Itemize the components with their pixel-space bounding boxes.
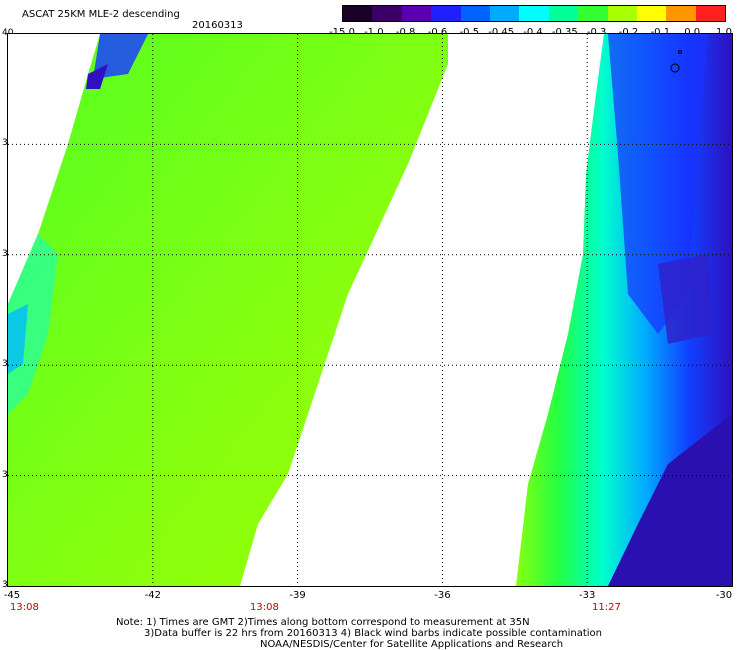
note-line-1: Note: 1) Times are GMT 2)Times along bot… [116,617,530,628]
colorbar-tick-label: -0.5 [459,27,480,38]
colorbar-tick-label: 0.0 [684,27,701,38]
colorbar-segment [666,6,696,21]
colorbar-segment [431,6,461,21]
colorbar-tick-label: -0.35 [551,27,578,38]
longitude-label: -36 [434,590,451,601]
wind-barb-marker [670,63,680,73]
colorbar-tick-label: -0.6 [427,27,448,38]
latitude-label: 38 [2,138,14,149]
longitude-label: -30 [715,590,733,601]
left-swath-blue-edge [8,304,28,374]
colorbar-segment [489,6,520,21]
colorbar-tick-label: -0.3 [586,27,607,38]
latitude-label: 36 [2,248,14,259]
colorbar-segment [695,6,726,21]
colorbar-segment [401,6,432,21]
longitude-label: -45 [3,590,21,601]
colorbar-tick-label: -1.0 [364,27,384,38]
left-swath-cyan-edge [8,234,58,414]
right-swath-deep [608,414,732,586]
colorbar [342,5,726,22]
wind-map [7,33,733,587]
latitude-label: 40 [2,28,14,38]
note-line-2: 3)Data buffer is 22 hrs from 20160313 4)… [144,628,602,639]
colorbar-tick-label: -0.2 [618,27,639,38]
colorbar-segment [578,6,608,21]
note-line-3: NOAA/NESDIS/Center for Satellite Applica… [260,639,564,650]
left-swath-corner-dark [86,64,108,89]
colorbar-tick-label: -0.45 [488,27,515,38]
wind-barb-dot [678,50,682,54]
colorbar-tick-label: -0.1 [650,27,671,38]
time-label-2: 13:08 [250,602,279,613]
product-title: ASCAT 25KM MLE-2 descending [22,9,180,20]
longitude-label: -33 [579,590,596,601]
colorbar-tick-label: -15.0 [329,27,355,38]
colorbar-segment [343,6,373,21]
colorbar-segment [372,6,402,21]
product-date: 20160313 [192,20,243,31]
longitude-label: -42 [144,590,161,601]
colorbar-segment [607,6,637,21]
colorbar-tick-label: -0.8 [395,27,416,38]
colorbar-tick-label: 1.0 [716,27,732,38]
longitude-label: -39 [289,590,306,601]
colorbar-segment [460,6,490,21]
colorbar-segment [548,6,579,21]
latitude-label: 30 [2,580,14,590]
time-label-1: 13:08 [10,602,39,613]
right-swath-patch [658,254,713,344]
latitude-label: 32 [2,469,14,480]
left-swath [8,34,448,586]
colorbar-segment [636,6,667,21]
colorbar-tick-label: -0.4 [523,27,543,38]
colorbar-segment [519,6,549,21]
graticule [8,34,732,586]
time-label-3: 11:27 [592,602,621,613]
latitude-label: 34 [2,359,14,370]
